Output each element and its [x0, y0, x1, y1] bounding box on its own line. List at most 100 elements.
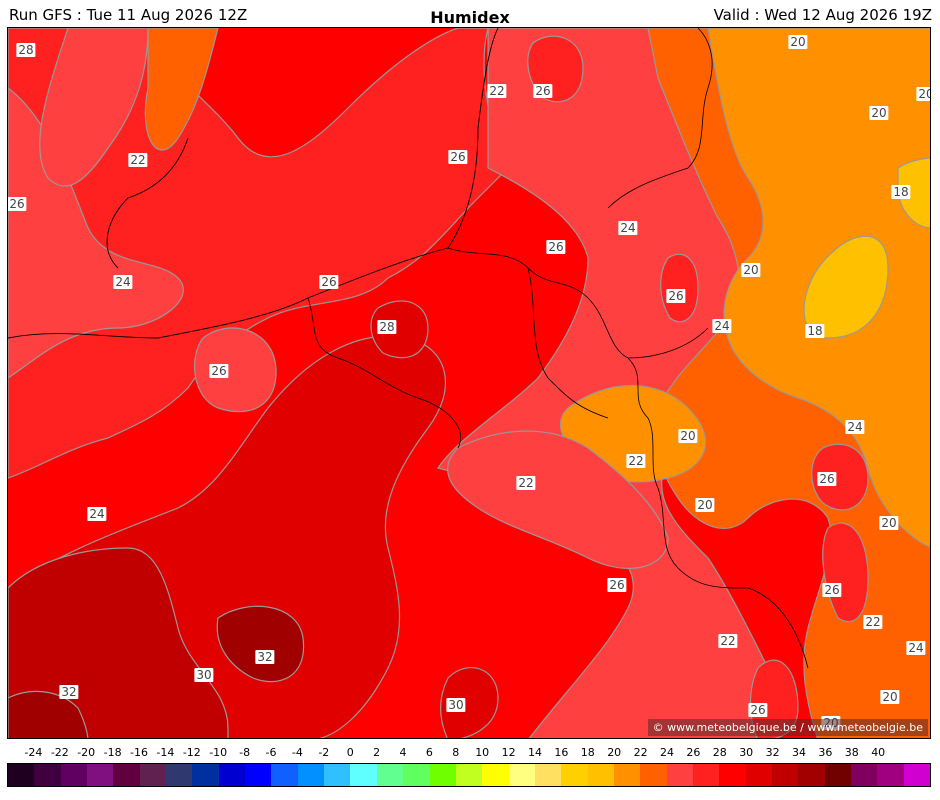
contour-label: 18 [805, 324, 825, 338]
contour-label: 18 [891, 185, 911, 199]
contour-label: 20 [788, 35, 808, 49]
legend-tick-label: -6 [265, 746, 277, 759]
contour-label: 20 [880, 690, 900, 704]
legend-tick-label: 16 [554, 746, 569, 759]
legend-swatch [139, 764, 167, 786]
contour-label: 24 [845, 420, 865, 434]
run-info: Run GFS : Tue 11 Aug 2026 12Z [9, 6, 248, 24]
legend-swatch [771, 764, 799, 786]
legend-ticks: -24 -22 -20 -18 -16 -14 -12 -10 -8 -6 -4 -2 0 2 4 6 8 10 1… [7, 746, 931, 762]
legend-tick-label: -8 [239, 746, 251, 759]
legend-tick-label: -16 [130, 746, 148, 759]
copyright-notice: © www.meteobelgique.be / www.meteobelgie… [647, 719, 928, 736]
contour-label: 26 [209, 364, 229, 378]
contour-label: 24 [618, 221, 638, 235]
legend-tick-label: 0 [346, 746, 354, 759]
legend-swatch [692, 764, 720, 786]
legend-swatch [113, 764, 140, 786]
contour-label: 26 [748, 703, 768, 717]
legend-swatch [903, 764, 931, 786]
map-canvas [8, 28, 930, 738]
legend-tick-label: -22 [50, 746, 69, 759]
legend-swatch [297, 764, 325, 786]
contour-label: 22 [718, 634, 738, 648]
legend-swatch [87, 764, 114, 786]
contour-label: 22 [516, 476, 536, 490]
field-34-sw [216, 605, 305, 683]
legend-swatch [482, 764, 509, 786]
humidex-map[interactable]: 28 22 26 26 22 26 24 26 24 20 26 20 20 1… [7, 27, 931, 739]
contour-label: 22 [487, 84, 507, 98]
legend-swatch [745, 764, 772, 786]
field-22-belgium [447, 430, 669, 569]
legend-tick-label: -20 [77, 746, 96, 759]
legend-swatch [613, 764, 641, 786]
legend-tick-label: 22 [633, 746, 648, 759]
legend-tick-label: -14 [156, 746, 175, 759]
contour-label: 28 [377, 320, 397, 334]
legend-swatch [245, 764, 272, 786]
legend-swatch [271, 764, 298, 786]
legend-tick-label: 12 [501, 746, 516, 759]
field-26-east2 [811, 443, 869, 511]
legend-tick-label: -12 [182, 746, 201, 759]
field-34-sw2 [8, 690, 89, 738]
country-borders [307, 28, 809, 669]
contour-label: 20 [741, 263, 761, 277]
contour-label: 26 [448, 150, 468, 164]
legend-swatch [455, 764, 483, 786]
contour-label: 28 [16, 43, 36, 57]
legend-swatch [824, 764, 851, 786]
contour-label: 32 [255, 650, 275, 664]
legend-tick-label: -4 [291, 746, 303, 759]
legend-tick-label: 24 [660, 746, 674, 759]
contour-label: 26 [546, 240, 566, 254]
contour-label: 30 [446, 698, 466, 712]
legend-tick-label: -2 [318, 746, 330, 759]
contour-label: 24 [712, 319, 732, 333]
legend-tick-label: 10 [475, 746, 490, 759]
legend-swatch [8, 764, 35, 786]
contour-label: 20 [695, 498, 715, 512]
legend-swatch [429, 764, 456, 786]
contour-label: 22 [626, 454, 646, 468]
legend-tick-label: 14 [528, 746, 542, 759]
contour-label: 26 [666, 289, 686, 303]
legend-tick-label: 30 [739, 746, 754, 759]
contour-label: 24 [113, 275, 133, 289]
legend-swatch [192, 764, 219, 786]
legend-tick-label: -24 [24, 746, 43, 759]
legend-tick-label: 28 [712, 746, 727, 759]
legend-tick-label: 2 [373, 746, 381, 759]
contour-label: 20 [916, 87, 930, 101]
legend-swatch [166, 764, 193, 786]
coastline [8, 28, 499, 339]
field-18-ne [897, 157, 930, 229]
field-22-nw [39, 28, 149, 187]
field-26-west [8, 28, 509, 479]
legend-swatch [60, 764, 88, 786]
legend-swatch [587, 764, 614, 786]
legend-swatch [640, 764, 667, 786]
legend-swatch [324, 764, 351, 786]
contour-label: 26 [8, 197, 27, 211]
legend-tick-label: 38 [844, 746, 859, 759]
field-18-east [803, 235, 889, 339]
field-30-coast [370, 300, 429, 359]
legend-tick-label: 6 [425, 746, 433, 759]
legend-swatch [376, 764, 404, 786]
color-legend [7, 763, 931, 787]
legend-swatch [666, 764, 693, 786]
contour-label: 32 [59, 685, 79, 699]
legend-swatch [534, 764, 562, 786]
legend-swatch [877, 764, 904, 786]
map-title: Humidex [430, 8, 510, 27]
legend-tick-label: 8 [452, 746, 460, 759]
legend-tick-label: 26 [686, 746, 701, 759]
contour-label: 26 [319, 275, 339, 289]
contour-label: 20 [678, 429, 698, 443]
legend-tick-label: 18 [580, 746, 595, 759]
legend-swatch [561, 764, 588, 786]
contour-label: 22 [128, 153, 148, 167]
legend-swatch [403, 764, 430, 786]
